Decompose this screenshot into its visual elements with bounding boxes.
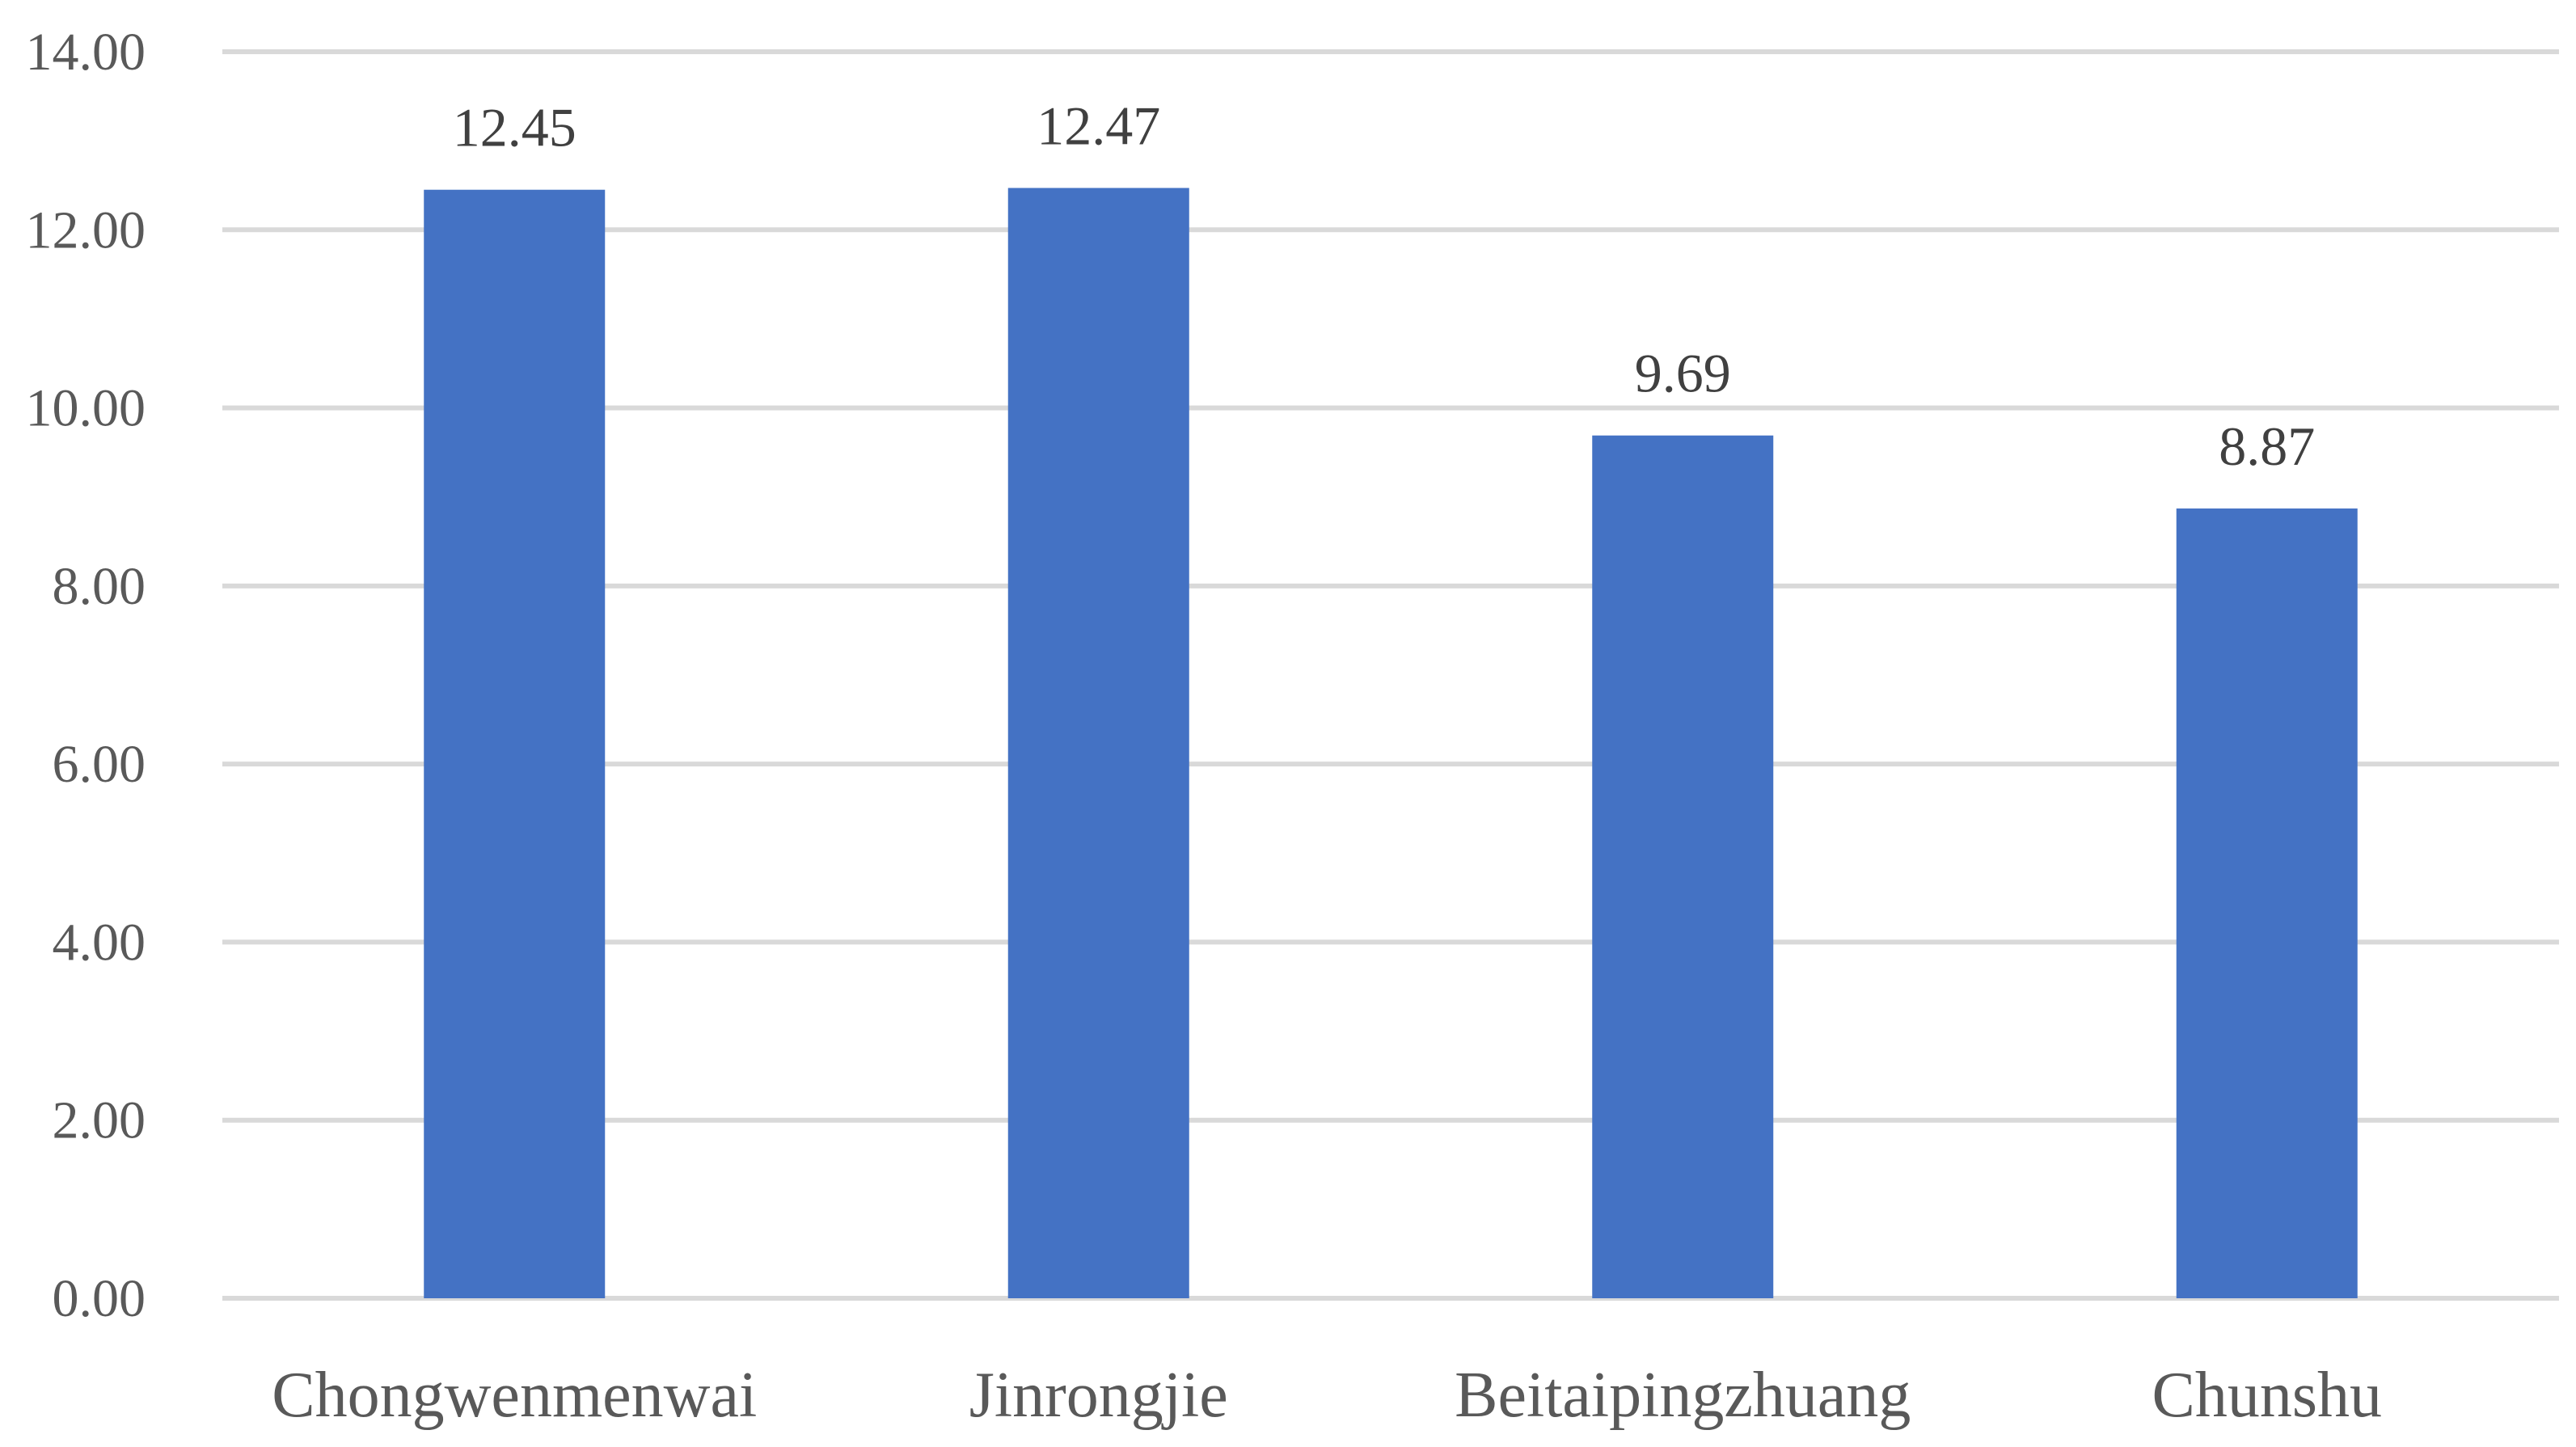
x-tick-label: Chunshu [2152,1360,2383,1431]
y-tick-label: 8.00 [53,557,146,616]
x-tick-label: Chongwenmenwai [272,1360,757,1431]
data-label: 12.45 [453,97,576,158]
data-label: 8.87 [2219,416,2315,477]
data-label: 9.69 [1635,343,1731,404]
data-labels: 12.45 12.47 9.69 8.87 [453,95,2316,478]
x-tick-label: Beitaipingzhuang [1455,1360,1911,1431]
y-tick-label: 2.00 [53,1091,146,1150]
y-tick-label: 0.00 [53,1269,146,1328]
bar-beitaipingzhuang [1592,435,1774,1298]
y-tick-label: 4.00 [53,913,146,972]
data-label: 12.47 [1037,95,1160,157]
y-tick-label: 12.00 [26,200,146,259]
y-tick-label: 10.00 [26,379,146,438]
y-tick-label: 6.00 [53,735,146,794]
bar-chongwenmenwai [424,189,606,1298]
y-tick-label: 14.00 [26,23,146,82]
y-axis-tick-labels: 0.00 2.00 4.00 6.00 8.00 10.00 12.00 14.00 [26,23,146,1328]
bars [424,188,2358,1299]
bar-chunshu [2176,508,2358,1298]
x-tick-label: Jinrongjie [969,1360,1228,1431]
gridlines [222,49,2559,1301]
bar-jinrongjie [1007,188,1189,1299]
x-axis-tick-labels: Chongwenmenwai Jinrongjie Beitaipingzhuang… [272,1360,2382,1431]
